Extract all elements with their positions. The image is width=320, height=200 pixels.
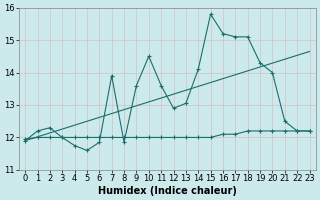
X-axis label: Humidex (Indice chaleur): Humidex (Indice chaleur) [98, 186, 237, 196]
